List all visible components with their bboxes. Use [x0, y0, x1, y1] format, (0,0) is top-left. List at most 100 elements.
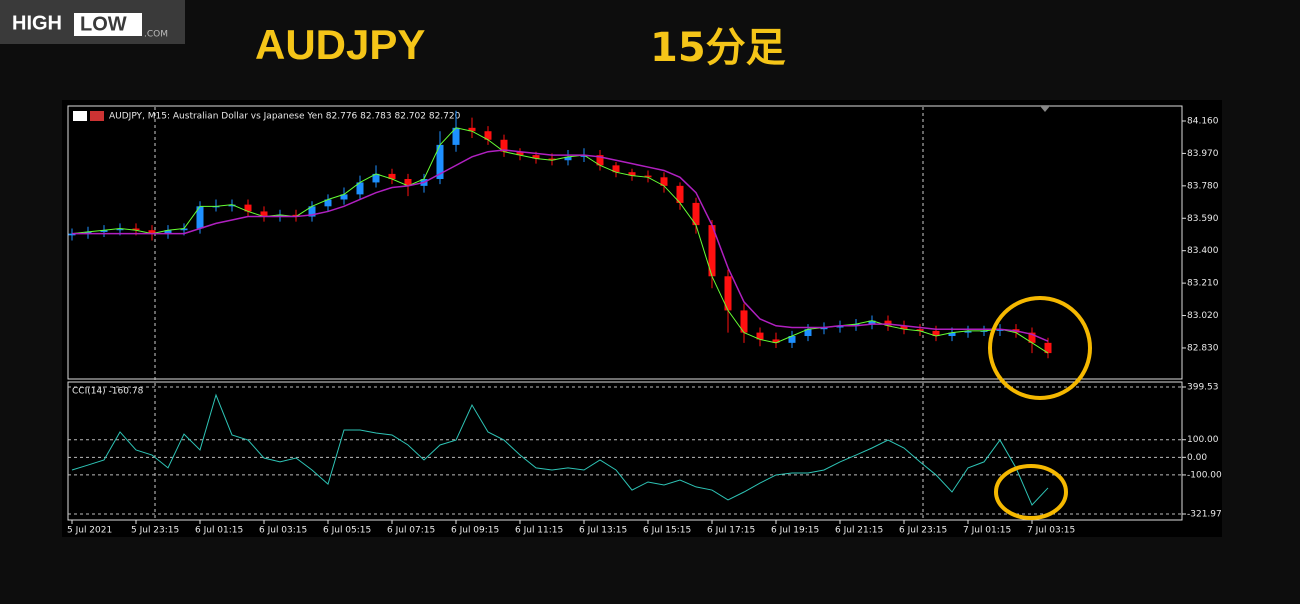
candle-body: [916, 329, 924, 331]
candle-body: [724, 276, 732, 311]
candle-body: [100, 230, 108, 232]
x-tick-label: 6 Jul 21:15: [835, 526, 883, 536]
candle-body: [596, 155, 604, 166]
candle-body: [820, 327, 828, 330]
x-tick-label: 6 Jul 13:15: [579, 526, 627, 536]
candle-body: [900, 325, 908, 330]
y-tick-label: 100.00: [1187, 435, 1219, 445]
logo-low-box: [74, 13, 142, 36]
candle-body: [228, 204, 236, 207]
candle-body: [804, 329, 812, 337]
candle-body: [148, 230, 156, 234]
y-tick-label: 83.780: [1187, 181, 1219, 191]
y-tick-label: 0.00: [1187, 453, 1207, 463]
y-tick-label: 399.53: [1187, 383, 1219, 393]
candle-body: [532, 155, 540, 159]
logo-low: LOW: [80, 13, 127, 35]
candle-body: [964, 330, 972, 333]
candle-body: [612, 165, 620, 173]
x-tick-label: 7 Jul 03:15: [1027, 526, 1075, 536]
y-tick-label: 83.020: [1187, 311, 1219, 321]
flag-icon: [90, 111, 104, 121]
candle-body: [932, 330, 940, 337]
candle-body: [948, 332, 956, 337]
candle-body: [644, 175, 652, 178]
candle-body: [164, 230, 172, 234]
candle-body: [276, 214, 284, 217]
candle-body: [756, 332, 764, 340]
cci-pane: [67, 381, 1183, 521]
logo-domain: .COM: [144, 30, 168, 40]
candle-body: [324, 199, 332, 207]
x-tick-label: 6 Jul 15:15: [643, 526, 691, 536]
shift-marker: [1040, 106, 1050, 112]
x-tick-label: 6 Jul 11:15: [515, 526, 563, 536]
y-tick-label: 84.160: [1187, 116, 1219, 126]
cci-label: CCI(14) -160.78: [72, 387, 144, 397]
candle-body: [292, 214, 300, 217]
candle-body: [772, 339, 780, 343]
candle-body: [788, 336, 796, 343]
candle-body: [404, 179, 412, 186]
candle-body: [84, 231, 92, 234]
candle-body: [1044, 342, 1052, 354]
candle-body: [1028, 332, 1036, 343]
candle-body: [244, 204, 252, 212]
y-tick-label: -100.00: [1187, 470, 1222, 480]
chart-legend: AUDJPY, M15: Australian Dollar vs Japane…: [109, 112, 461, 122]
candle-body: [548, 158, 556, 161]
y-tick-label: 83.590: [1187, 214, 1219, 224]
y-tick-label: 83.400: [1187, 246, 1219, 256]
highlight-circle: [988, 296, 1092, 400]
logo-high: HIGH: [12, 12, 62, 34]
candle-body: [516, 151, 524, 156]
moving-average: [72, 149, 1049, 342]
x-tick-label: 6 Jul 09:15: [451, 526, 499, 536]
candle-body: [436, 144, 444, 180]
candle-body: [564, 156, 572, 161]
y-tick-label: 83.970: [1187, 149, 1219, 159]
x-tick-label: 6 Jul 17:15: [707, 526, 755, 536]
candle-body: [628, 172, 636, 176]
candle-body: [660, 177, 668, 186]
candle-body: [308, 206, 316, 217]
timeframe-title: 15分足: [650, 25, 786, 71]
plot: 84.160 83.970 83.780 83.590 83.400 83.210 83.0…: [67, 110, 1222, 536]
candle-body: [836, 325, 844, 328]
candle-body: [468, 127, 476, 132]
candle-body: [500, 139, 508, 152]
candle-body: [884, 320, 892, 326]
candle-body: [132, 228, 140, 231]
x-tick-label: 6 Jul 07:15: [387, 526, 435, 536]
candle-body: [260, 211, 268, 217]
x-tick-label: 5 Jul 2021: [67, 526, 112, 536]
candle-body: [676, 185, 684, 203]
x-tick-label: 6 Jul 23:15: [899, 526, 947, 536]
candle-body: [196, 206, 204, 229]
highlight-circle: [994, 464, 1068, 520]
symbol-title: AUDJPY: [255, 21, 425, 68]
candle-body: [340, 194, 348, 200]
candle-body: [68, 233, 76, 236]
cci-line: [71, 393, 1049, 506]
x-tick-label: 7 Jul 01:15: [963, 526, 1011, 536]
candle-body: [852, 324, 860, 326]
candle-body: [484, 131, 492, 140]
y-tick-label: -321.97: [1187, 510, 1222, 520]
candle-body: [708, 225, 716, 277]
price-pane: [67, 105, 1183, 380]
candle-body: [868, 320, 876, 325]
x-tick-label: 6 Jul 19:15: [771, 526, 819, 536]
flag-icon: [73, 111, 87, 121]
y-tick-label: 82.830: [1187, 343, 1219, 353]
x-tick-label: 6 Jul 03:15: [259, 526, 307, 536]
candle-body: [692, 202, 700, 226]
x-tick-label: 6 Jul 05:15: [323, 526, 371, 536]
x-tick-label: 5 Jul 23:15: [131, 526, 179, 536]
candle-body: [116, 228, 124, 231]
candle-body: [180, 228, 188, 231]
close-line: [71, 127, 1049, 354]
candle-body: [372, 173, 380, 183]
